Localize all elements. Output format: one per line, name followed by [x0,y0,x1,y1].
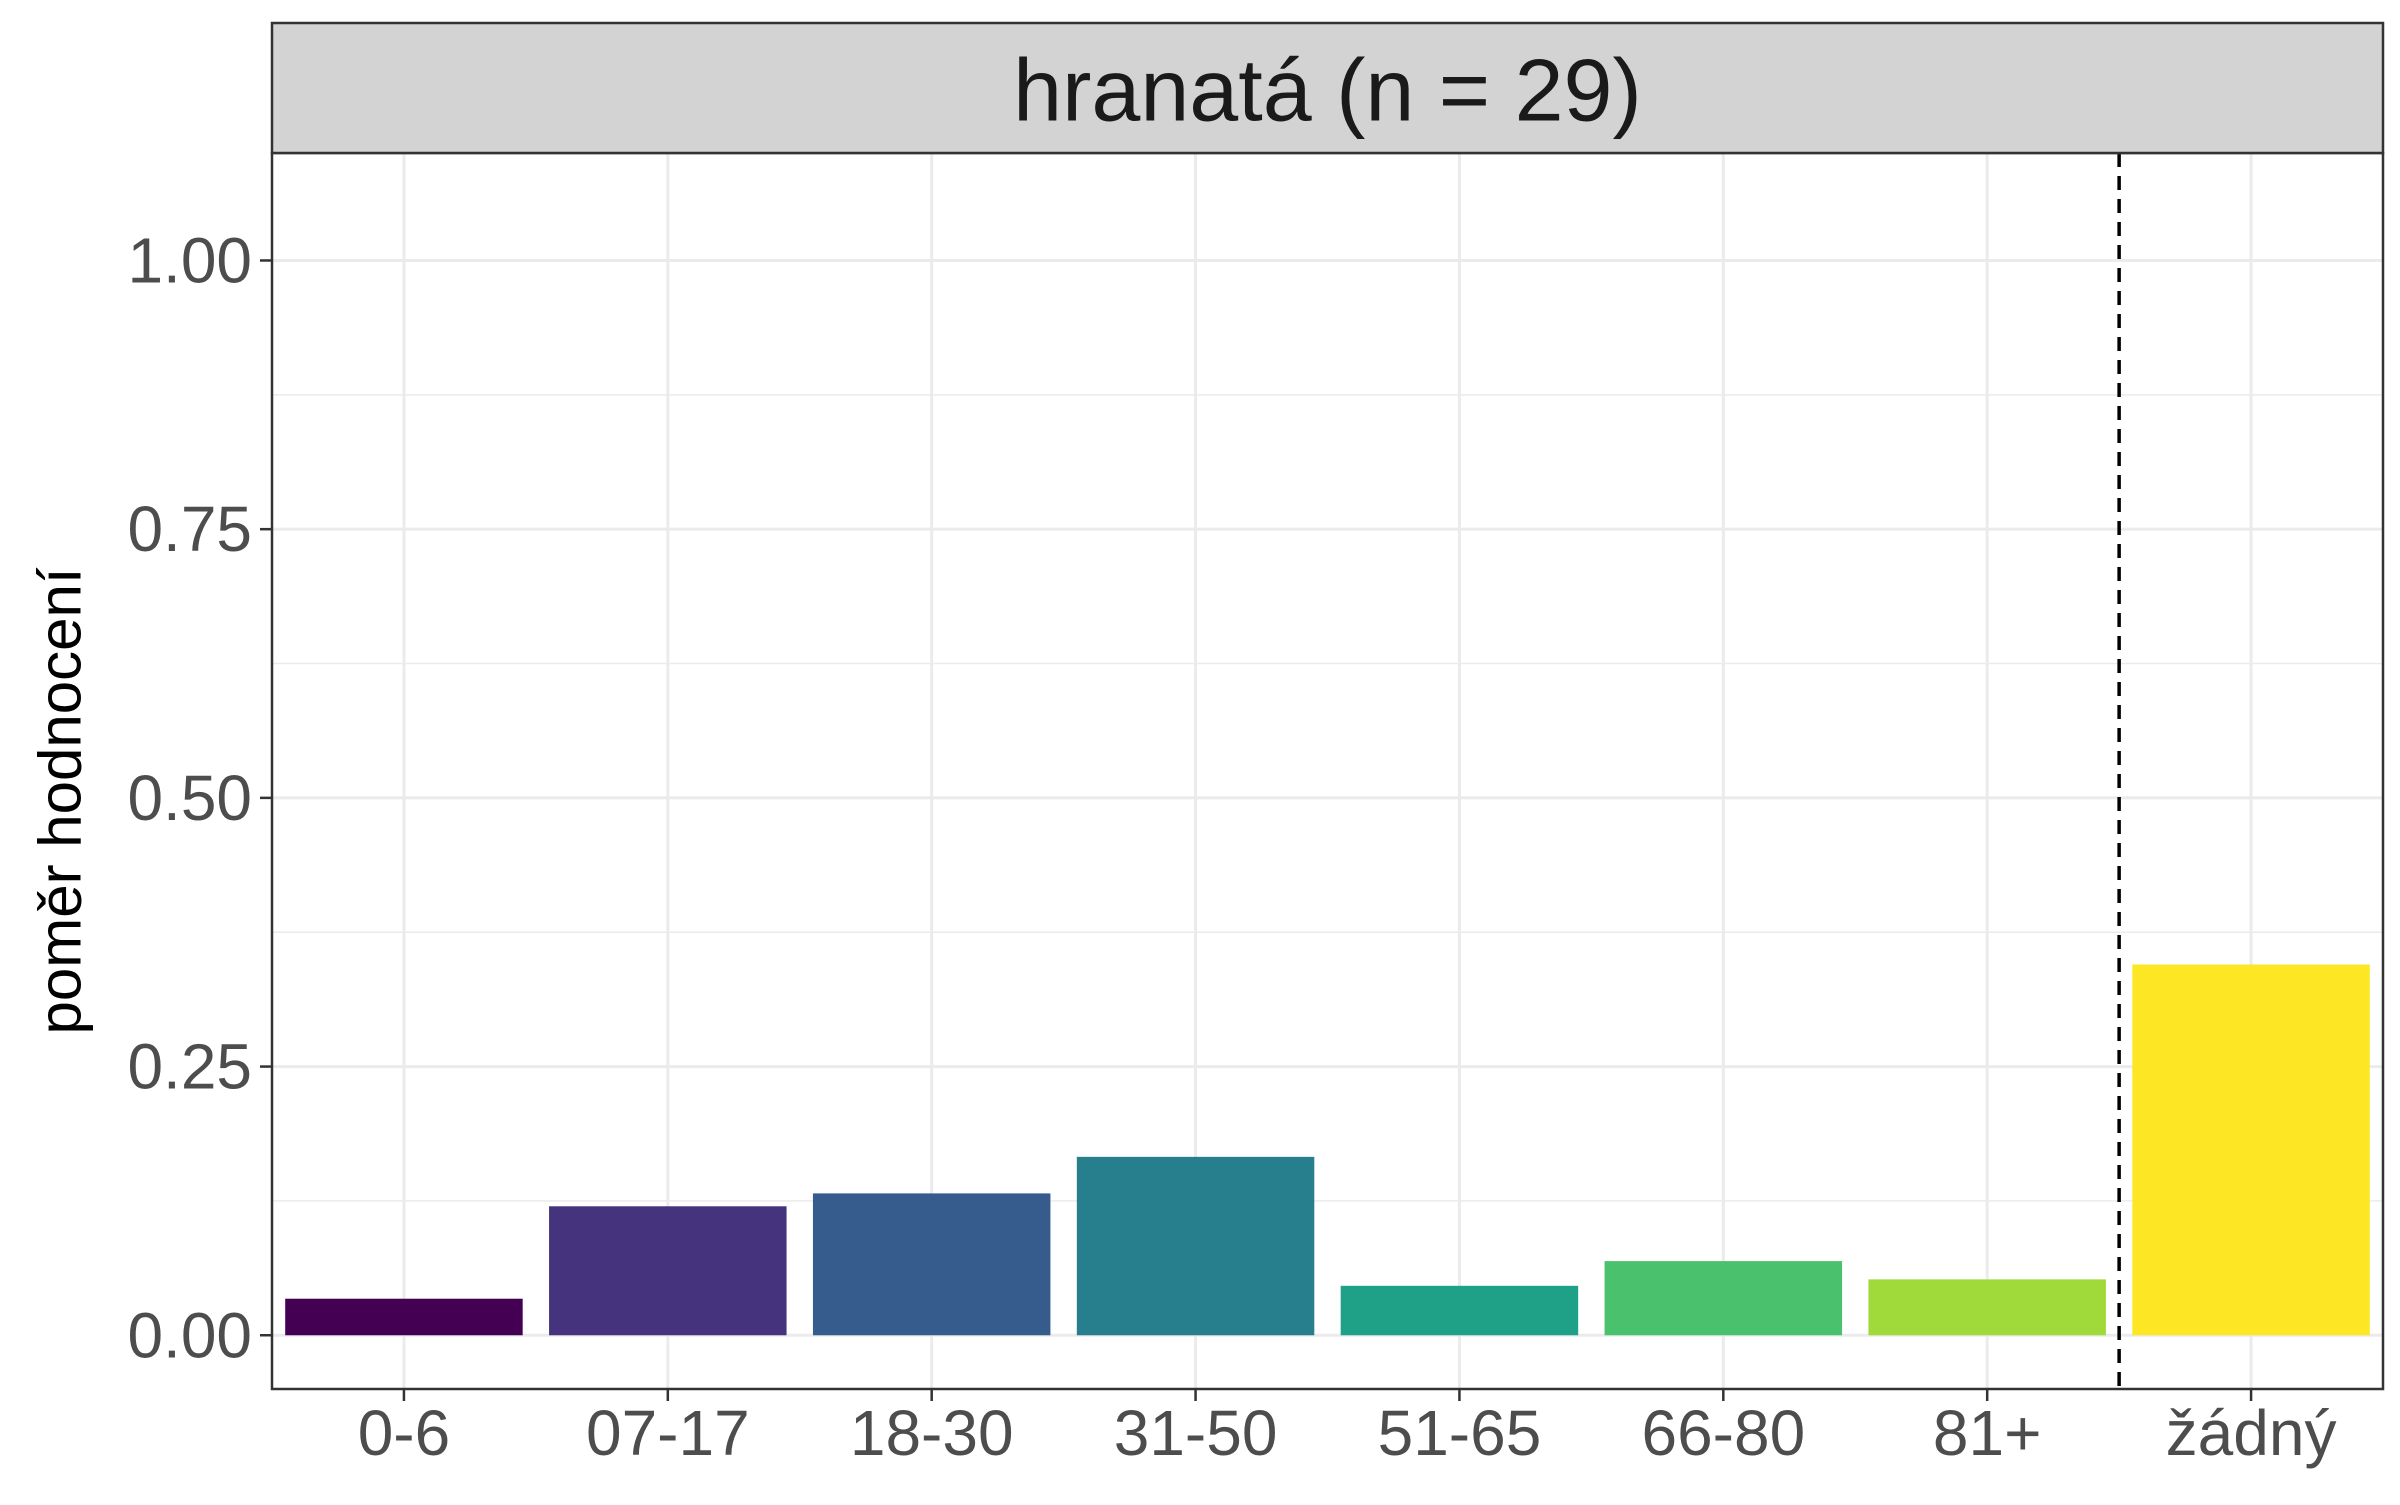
bar [812,1193,1051,1336]
x-tick-label: 07-17 [586,1397,750,1469]
panel-border [270,151,2385,1391]
bar [549,1206,787,1336]
x-axis: 0-6 07-17 18-30 31-50 51-65 66-80 81+ žádný [358,1389,2337,1469]
y-axis: 0.00 0.25 0.50 0.75 1.00 [127,224,272,1371]
y-tick-label: 1.00 [127,224,252,296]
bar [1604,1261,1843,1336]
chart-title: hranatá (n = 29) [1013,41,1642,140]
x-tick-label: 66-80 [1641,1397,1805,1469]
bar [1076,1156,1315,1336]
bar [2132,964,2370,1336]
bars [285,964,2370,1336]
bar [285,1298,523,1336]
x-tick-label: 31-50 [1114,1397,1278,1469]
y-axis-title: poměr hodnocení [27,567,94,1034]
x-tick-label: 51-65 [1378,1397,1542,1469]
x-tick-label: 18-30 [850,1397,1014,1469]
y-tick-label: 0.00 [127,1299,252,1371]
x-tick-label: 81+ [1933,1397,2042,1469]
bar [1340,1285,1579,1336]
bar [1868,1279,2106,1336]
x-tick-label: 0-6 [358,1397,451,1469]
facet-strip: hranatá (n = 29) [270,21,2385,155]
y-tick-label: 0.25 [127,1031,252,1103]
facet-strip-background [270,21,2385,155]
y-tick-label: 0.50 [127,762,252,834]
x-tick-label: žádný [2166,1397,2337,1469]
grid-lines [272,153,2383,1389]
y-tick-label: 0.75 [127,493,252,565]
